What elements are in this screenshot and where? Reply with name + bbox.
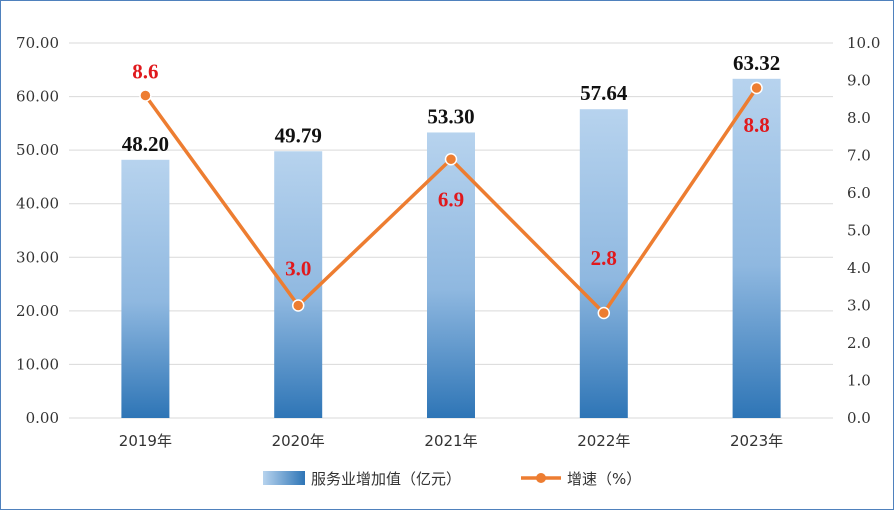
- bar-series: [121, 78, 781, 419]
- bar-data-label: 53.30: [427, 104, 474, 128]
- line-point: [291, 299, 305, 312]
- right-axis-tick-label: 4.0: [847, 259, 871, 277]
- left-axis-tick-label: 20.00: [16, 302, 59, 320]
- legend-label-line: 增速（%）: [567, 470, 641, 488]
- right-axis-tick-label: 7.0: [847, 147, 871, 165]
- right-axis-tick-label: 6.0: [847, 184, 871, 202]
- right-axis-tick-label: 0.0: [847, 409, 871, 427]
- bar-data-label: 49.79: [275, 123, 322, 147]
- bar-data-labels: 48.20 49.79 53.30 57.64 63.32: [122, 51, 780, 156]
- bar-data-label: 63.32: [733, 51, 780, 75]
- bar: [579, 109, 628, 418]
- category-label: 2021年: [424, 432, 477, 450]
- left-axis-tick-label: 30.00: [16, 248, 59, 266]
- right-axis-tick-label: 1.0: [847, 372, 871, 390]
- line-data-labels: 8.6 3.0 6.9 2.8 8.8: [132, 60, 769, 281]
- left-axis-tick-label: 60.00: [16, 88, 59, 106]
- category-labels: 2019年 2020年 2021年 2022年 2023年: [119, 432, 783, 450]
- left-axis-tick-label: 40.00: [16, 195, 59, 213]
- line-point: [444, 153, 458, 166]
- line-data-label: 6.9: [438, 187, 464, 211]
- line-data-label: 3.0: [285, 257, 311, 281]
- right-axis-tick-label: 3.0: [847, 297, 871, 315]
- right-axis-tick-label: 8.0: [847, 109, 871, 127]
- bar: [427, 132, 475, 418]
- bar-data-label: 57.64: [580, 81, 628, 105]
- line-point: [597, 306, 611, 320]
- category-label: 2019年: [119, 432, 172, 450]
- legend-label-bar: 服务业增加值（亿元）: [311, 470, 461, 488]
- left-axis-tick-label: 0.00: [26, 409, 59, 427]
- line-series: [139, 81, 763, 320]
- left-axis-tick-label: 50.00: [16, 141, 59, 159]
- bar: [121, 159, 170, 419]
- bar: [732, 78, 781, 419]
- left-axis-tick-label: 70.00: [16, 34, 59, 52]
- legend-swatch-bar: [263, 471, 305, 485]
- category-label: 2023年: [730, 432, 783, 450]
- right-axis-tick-label: 10.0: [847, 34, 880, 52]
- right-axis-tick-label: 2.0: [847, 334, 871, 352]
- left-axis-tick-label: 10.00: [16, 355, 59, 373]
- category-label: 2020年: [272, 432, 325, 450]
- right-axis-tick-label: 5.0: [847, 222, 871, 240]
- right-axis-tick-label: 9.0: [847, 72, 871, 90]
- line-data-label: 8.8: [743, 113, 769, 137]
- left-axis-ticks: 0.00 10.00 20.00 30.00 40.00 50.00 60.00 70.00: [16, 34, 59, 427]
- line-data-label: 2.8: [591, 246, 617, 270]
- right-axis-ticks: 0.0 1.0 2.0 3.0 4.0 5.0 6.0 7.0 8.0 9.0 10.0: [847, 34, 880, 427]
- legend-swatch-marker: [536, 473, 546, 483]
- category-label: 2022年: [577, 432, 630, 450]
- line-point: [139, 89, 152, 102]
- line-data-label: 8.6: [132, 60, 158, 84]
- bar-data-label: 48.20: [122, 132, 169, 156]
- line-point: [750, 81, 763, 95]
- legend: 服务业增加值（亿元） 增速（%）: [263, 470, 641, 488]
